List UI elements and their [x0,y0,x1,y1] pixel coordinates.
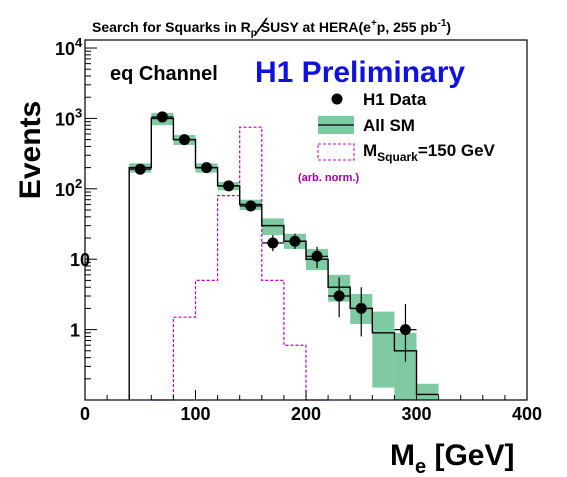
sm-band-bin [394,332,417,400]
data-point [223,180,235,192]
signal-outline [151,126,329,401]
sm-step-line [128,117,439,400]
sm-band-bin [261,218,284,236]
data-point [134,163,146,175]
y-tick-label: 10 [70,250,90,270]
axis-ticks [84,47,528,401]
data-point [355,302,367,314]
data-point [333,290,345,302]
data-point [311,250,323,262]
channel-label: eq Channel [110,63,218,85]
data-point [201,162,213,174]
data-point [289,235,301,247]
x-tick-label: 400 [512,404,542,424]
legend-signal-swatch [317,143,355,161]
data-point [245,200,257,212]
legend-sm-label: All SM [363,116,415,135]
sm-band-bin [372,311,395,388]
y-tick-label: 103 [55,105,82,129]
legend: H1 Data All SM MSquark=150 GeV (arb. nor… [298,90,496,184]
y-tick-label: 102 [55,176,82,200]
data-point [399,324,411,336]
y-tick-label: 104 [55,35,83,59]
legend-signal-note: (arb. norm.) [298,172,359,184]
data-point [178,134,190,146]
chart-title: Search for Squarks in Rp SUSY at HERA(e+… [92,18,451,39]
data-point [267,237,279,249]
x-tick-label: 200 [291,404,321,424]
rp-symbol: R [241,19,251,35]
preliminary-label: H1 Preliminary [255,56,465,89]
sm-histogram [128,117,439,400]
x-tick-label: 300 [401,404,431,424]
rp-slash [254,17,268,36]
legend-signal-label: MSquark=150 GeV [363,141,496,164]
sm-band-bin [416,383,439,400]
x-tick-labels: 0 100 200 300 400 [80,404,542,424]
data-point [156,111,168,123]
y-axis-label: Events [14,101,47,199]
x-tick-label: 0 [80,404,90,424]
y-tick-labels: 1 10 102 103 104 [55,35,90,341]
y-tick-label: 1 [70,321,80,341]
legend-data-marker [331,93,343,105]
x-tick-label: 100 [180,404,210,424]
data-points [129,111,417,362]
legend-data-label: H1 Data [363,90,427,109]
signal-histogram [151,126,329,401]
x-axis-label: Me [GeV] [390,439,514,477]
